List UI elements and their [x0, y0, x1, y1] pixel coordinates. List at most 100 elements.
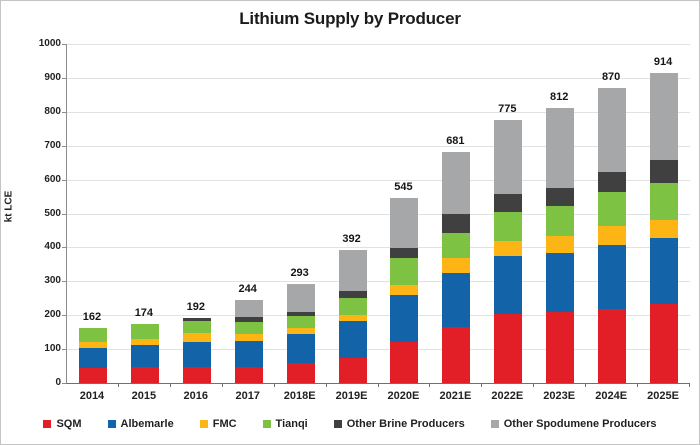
legend-item: Albemarle [107, 418, 174, 430]
x-tick-mark [273, 383, 275, 387]
bar-segment [650, 237, 679, 305]
bar-segment [78, 342, 107, 349]
y-tick-label: 200 [44, 309, 61, 321]
bar-segment [390, 285, 419, 296]
bar-segment [546, 188, 575, 207]
bar-segment [598, 226, 627, 246]
gridline [67, 179, 690, 181]
y-tick-label: 600 [44, 173, 61, 185]
bar-segment [182, 317, 211, 321]
bar-segment [234, 333, 263, 341]
bar-segment [442, 213, 471, 233]
bar-segment [182, 333, 211, 342]
bar-segment [78, 368, 107, 383]
x-tick-mark [429, 383, 431, 387]
bar-segment [494, 255, 523, 314]
legend-label: Tianqi [275, 418, 308, 430]
y-tick-label: 100 [44, 343, 61, 355]
bar-segment [494, 313, 523, 383]
bar-segment [494, 194, 523, 213]
bar-segment [130, 338, 159, 346]
bar-segment [650, 183, 679, 220]
y-tick-label: 0 [55, 377, 61, 388]
legend-swatch-icon [262, 420, 271, 428]
y-tick-mark [62, 179, 66, 181]
bar-segment [338, 250, 367, 292]
bar-segment [546, 107, 575, 189]
bar-segment [338, 320, 367, 359]
x-axis-label: 2015 [131, 390, 157, 402]
bar-segment [78, 328, 107, 342]
y-tick-mark [62, 383, 66, 384]
legend-swatch-icon [43, 420, 52, 428]
bar-segment [286, 316, 315, 329]
bar-segment [182, 367, 211, 383]
x-tick-mark [689, 383, 690, 387]
y-tick-mark [62, 281, 66, 283]
bar-segment [598, 245, 627, 310]
bar-total-label: 293 [290, 266, 309, 279]
gridline [67, 213, 690, 215]
legend-swatch-icon [333, 420, 342, 428]
x-tick-mark [117, 383, 119, 387]
bar-segment [234, 340, 263, 367]
bar-segment [650, 160, 679, 183]
x-axis-label: 2024E [595, 390, 628, 402]
x-tick-mark [637, 383, 639, 387]
bar-segment [546, 311, 575, 383]
legend: SQM Albemarle FMC Tianqi Other Brine Produce… [1, 418, 699, 430]
bar-segment [650, 219, 679, 238]
y-tick-label: 900 [44, 71, 61, 83]
legend-swatch-icon [490, 420, 499, 428]
bar-segment [390, 198, 419, 249]
bar-segment [338, 358, 367, 383]
x-axis-label: 2018E [283, 390, 316, 402]
bar-total-label: 162 [82, 311, 102, 324]
y-tick-mark [62, 77, 66, 79]
bar-segment [390, 295, 419, 342]
bar-segment [546, 206, 575, 236]
x-axis-label: 2025E [647, 390, 679, 402]
plot-area [66, 44, 690, 384]
x-axis-label: 2014 [79, 390, 105, 402]
y-tick-mark [62, 315, 66, 317]
legend-item: Other Brine Producers [333, 418, 465, 430]
bar-segment [286, 283, 315, 313]
bar-total-label: 775 [498, 103, 517, 116]
x-tick-mark [325, 383, 327, 387]
bar-segment [598, 172, 627, 193]
x-tick-mark [221, 383, 223, 387]
bar-segment [546, 235, 575, 253]
bar-segment [494, 212, 523, 241]
bar-segment [286, 363, 315, 383]
bar-segment [182, 320, 211, 334]
legend-label: Other Spodumene Producers [503, 418, 657, 430]
bar-segment [494, 240, 523, 256]
x-tick-mark [169, 383, 171, 387]
gridline [67, 281, 690, 283]
bar-segment [338, 291, 367, 298]
y-tick-mark [62, 111, 66, 113]
x-tick-mark [481, 383, 483, 387]
gridline [67, 349, 690, 351]
y-tick-label: 700 [44, 139, 61, 151]
bar-total-label: 192 [186, 300, 205, 313]
y-tick-label: 300 [44, 275, 61, 287]
bar-segment [442, 152, 471, 214]
bar-segment [338, 314, 367, 321]
legend-item: Tianqi [262, 418, 308, 430]
legend-swatch-icon [199, 420, 208, 428]
bar-segment [130, 367, 159, 383]
y-tick-mark [62, 349, 66, 351]
x-axis-label: 2019E [335, 390, 368, 402]
legend-label: Albemarle [120, 418, 174, 430]
chart-title: Lithium Supply by Producer [239, 9, 461, 28]
x-axis-label: 2016 [183, 390, 209, 402]
bar-segment [650, 304, 679, 383]
legend-label: FMC [212, 418, 237, 430]
legend-swatch-icon [107, 420, 116, 428]
bar-segment [442, 257, 471, 273]
bar-segment [234, 300, 263, 318]
bar-segment [234, 322, 263, 334]
bar-total-label: 244 [238, 283, 257, 296]
